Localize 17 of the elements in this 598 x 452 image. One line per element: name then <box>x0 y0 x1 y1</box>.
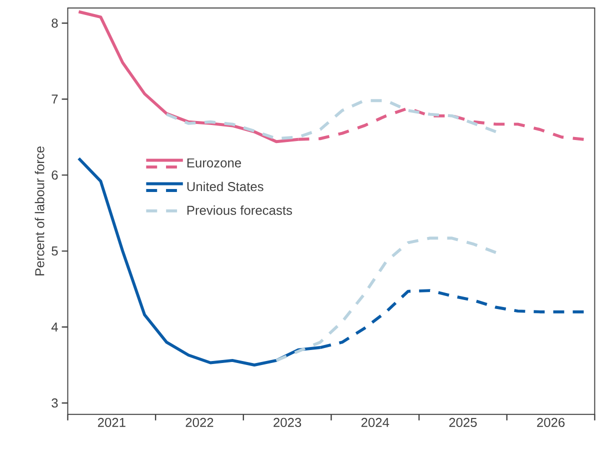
line-series <box>165 99 498 140</box>
x-tick-label: 2023 <box>274 418 302 427</box>
legend-label: United States <box>187 182 264 192</box>
y-tick-label: 8 <box>52 18 58 28</box>
x-tick-label: 2022 <box>186 418 214 427</box>
x-tick-label: 2024 <box>361 418 390 427</box>
y-tick-label: 3 <box>52 398 58 408</box>
x-tick-label: 2026 <box>537 418 565 427</box>
x-tick-label: 2021 <box>98 418 126 427</box>
legend-label: Previous forecasts <box>187 205 292 215</box>
y-tick-label: 6 <box>52 170 58 180</box>
y-tick-label: 5 <box>52 246 58 256</box>
y-tick-label: 4 <box>51 322 58 332</box>
x-tick-label: 2025 <box>449 418 477 427</box>
legend-label: Eurozone <box>187 158 242 168</box>
y-tick-label: 7 <box>52 94 58 104</box>
y-axis-title: Percent of labour force <box>34 146 44 276</box>
